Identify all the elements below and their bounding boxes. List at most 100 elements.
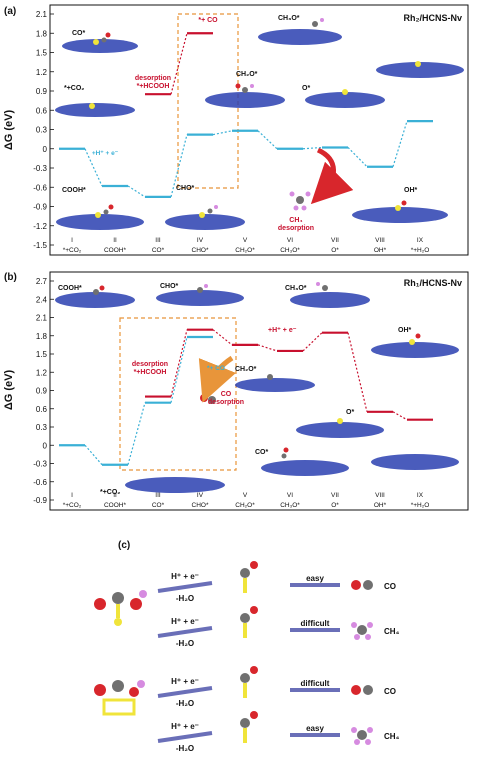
panel-b-energy-levels xyxy=(59,328,433,466)
panel-a-yticks: 2.1 1.8 1.5 1.2 0.9 0.6 0.3 0 -0.3 -0.6 -0.9 -1.2 -1… xyxy=(33,10,54,250)
surface-thumb-ch3o-b xyxy=(290,282,370,308)
panel-c-label: (c) xyxy=(118,540,130,551)
atom-o xyxy=(351,580,361,590)
annotation-red: CO xyxy=(221,391,232,398)
ytick-label: 2.1 xyxy=(36,314,48,323)
annotation-blue: *+ CO xyxy=(207,365,225,372)
ytick-label: 0 xyxy=(43,145,48,154)
xtick-label: *+H₂O xyxy=(411,502,430,509)
xtick-roman: VIII xyxy=(375,492,385,499)
step-label-water: -H₂O xyxy=(176,699,194,708)
annotation-red: *+HCOOH xyxy=(137,83,170,90)
xtick-label: *+H₂O xyxy=(411,247,430,254)
annotation-plain: CH₂O* xyxy=(235,366,257,373)
panel-b-highlight-box xyxy=(119,317,237,471)
surface-thumb-co-b xyxy=(261,447,349,476)
xtick-roman: V xyxy=(243,492,248,499)
xtick-label: CH₃O* xyxy=(280,502,300,509)
xtick-roman: VI xyxy=(287,492,293,499)
atom-c xyxy=(357,625,367,635)
atom-h xyxy=(367,727,373,733)
ytick-label: -0.9 xyxy=(33,496,47,505)
product-label: CH₄ xyxy=(384,732,400,741)
level-connector xyxy=(257,344,278,352)
annotation-blue: +H⁺ + e⁻ xyxy=(92,150,119,157)
panel-c-row: H⁺ + e⁻ -H₂O difficult CH₄ xyxy=(157,606,400,648)
annotation-plain: CH₃O* xyxy=(278,15,300,22)
atom-o xyxy=(250,606,258,614)
level-connector xyxy=(127,402,146,465)
xtick-roman: IX xyxy=(417,492,424,499)
ytick-label: 0.6 xyxy=(36,106,48,115)
panel-b-xticks: I II III IV V VI VII VIII IX*+CO₂ COOH* CO* CHO* CH₂… xyxy=(63,492,430,509)
step-label-water: -H₂O xyxy=(176,744,194,753)
level-connector xyxy=(170,329,188,397)
annotation-red: *+HCOOH xyxy=(134,369,167,376)
level-connector xyxy=(392,411,408,421)
annotation-red: CH₄ xyxy=(289,217,302,224)
annotation-plain: COOH* xyxy=(58,285,82,292)
level-connector xyxy=(392,120,408,167)
surface-thumb-cho xyxy=(165,205,245,230)
surface-thumb-o-b xyxy=(296,418,384,438)
annotation-red: desorption xyxy=(135,75,171,82)
xtick-label: CH₂O* xyxy=(235,247,255,254)
annotation-plain: *+CO₂ xyxy=(100,489,120,496)
ytick-label: 1.5 xyxy=(36,350,48,359)
xtick-label: CHO* xyxy=(192,247,209,254)
level-connector xyxy=(84,444,103,466)
xtick-roman: I xyxy=(71,492,73,499)
atom-h xyxy=(365,634,371,640)
ytick-label: -0.3 xyxy=(33,460,47,469)
level-connector xyxy=(170,33,188,95)
step-arrow xyxy=(157,686,213,698)
surface-thumb-o xyxy=(305,89,385,108)
level-connector xyxy=(212,329,233,346)
xtick-roman: II xyxy=(113,237,117,244)
step-label-proton: H⁺ + e⁻ xyxy=(171,722,199,731)
xtick-roman: IV xyxy=(197,237,204,244)
panel-b-label: (b) xyxy=(4,272,17,283)
annotation-plain: COOH* xyxy=(62,187,86,194)
surface-thumb-oh xyxy=(352,200,448,223)
atom-h xyxy=(351,727,357,733)
level-connector xyxy=(302,332,323,352)
level-connector xyxy=(84,148,103,187)
atom-h xyxy=(351,622,357,628)
panel-c-row: H⁺ + e⁻ -H₂O difficult CO xyxy=(157,666,396,708)
xtick-roman: V xyxy=(243,237,248,244)
surface-thumb-ch2o xyxy=(205,83,285,108)
difficulty-label: difficult xyxy=(301,679,330,688)
xtick-label: COOH* xyxy=(104,502,127,509)
annotation-plain: O* xyxy=(302,85,310,92)
xtick-roman: VII xyxy=(331,237,339,244)
panel-a-molecules xyxy=(55,18,464,230)
product-label: CH₄ xyxy=(384,627,400,636)
step-arrow xyxy=(157,581,213,593)
ch4-molecule xyxy=(289,191,311,211)
panel-a-title: Rh₂/HCNS-Nv xyxy=(404,13,463,23)
panel-b-yticks: 2.7 2.4 2.1 1.8 1.5 1.2 0.9 0.6 0.3 0 -0.3 -0.6 -0.9 xyxy=(33,277,54,505)
xtick-label: *+CO₂ xyxy=(63,247,82,254)
xtick-label: *+CO₂ xyxy=(63,502,82,509)
ytick-label: 1.5 xyxy=(36,49,48,58)
surface-thumb-ch3o xyxy=(258,18,342,45)
atom-o xyxy=(250,711,258,719)
xtick-roman: IX xyxy=(417,237,424,244)
annotation-plain: OH* xyxy=(404,187,418,194)
annotation-plain: O* xyxy=(346,409,354,416)
surface-thumb-cooh xyxy=(56,204,144,230)
panel-c-rows: H⁺ + e⁻ -H₂O easy CO H⁺ + e⁻ -H₂O difficult CH₄… xyxy=(157,561,400,753)
xtick-roman: VI xyxy=(287,237,293,244)
ytick-label: 1.2 xyxy=(36,368,48,377)
xtick-roman: IV xyxy=(197,492,204,499)
annotation-plain: *+CO₂ xyxy=(64,85,84,92)
xtick-label: OH* xyxy=(374,247,387,254)
panel-a-frame xyxy=(49,4,469,256)
xtick-label: O* xyxy=(331,247,339,254)
difficulty-label: easy xyxy=(306,574,324,583)
xtick-label: COOH* xyxy=(104,247,127,254)
atom-c xyxy=(240,613,250,623)
ytick-label: 0.3 xyxy=(36,423,48,432)
panel-b-frame xyxy=(49,271,469,511)
